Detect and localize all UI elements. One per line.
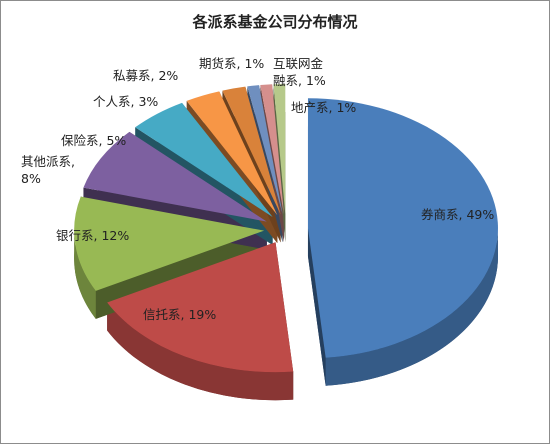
- data-label: 信托系, 19%: [143, 307, 217, 322]
- data-label: 私募系, 2%: [113, 68, 179, 83]
- pie-slice: [222, 86, 281, 215]
- pie-slice: [247, 85, 283, 215]
- pie-slice-edge: [307, 228, 326, 386]
- pie-slice: [135, 102, 273, 218]
- data-label: 保险系, 5%: [61, 133, 127, 148]
- data-label: 个人系, 3%: [93, 94, 159, 109]
- chart-title: 各派系基金公司分布情况: [192, 13, 358, 31]
- data-label: 地产系, 1%: [291, 100, 357, 115]
- pie-slice: [260, 84, 284, 215]
- data-label: 其他派系, 8%: [21, 154, 75, 186]
- pie-slice: [307, 98, 498, 358]
- pie-slice-side: [325, 228, 498, 386]
- pie-slice: [107, 242, 294, 373]
- data-label: 互联网金 融系, 1%: [273, 56, 326, 88]
- data-label: 银行系, 12%: [56, 228, 130, 243]
- pie-slice: [186, 91, 278, 216]
- data-label: 期货系, 1%: [199, 56, 265, 71]
- pie-slice-side: [74, 230, 96, 319]
- pie-slice: [74, 196, 265, 291]
- pie-slice: [83, 131, 267, 222]
- pie-slice-side: [107, 302, 294, 401]
- pie-slice: [273, 83, 286, 214]
- data-label: 券商系, 49%: [421, 207, 495, 222]
